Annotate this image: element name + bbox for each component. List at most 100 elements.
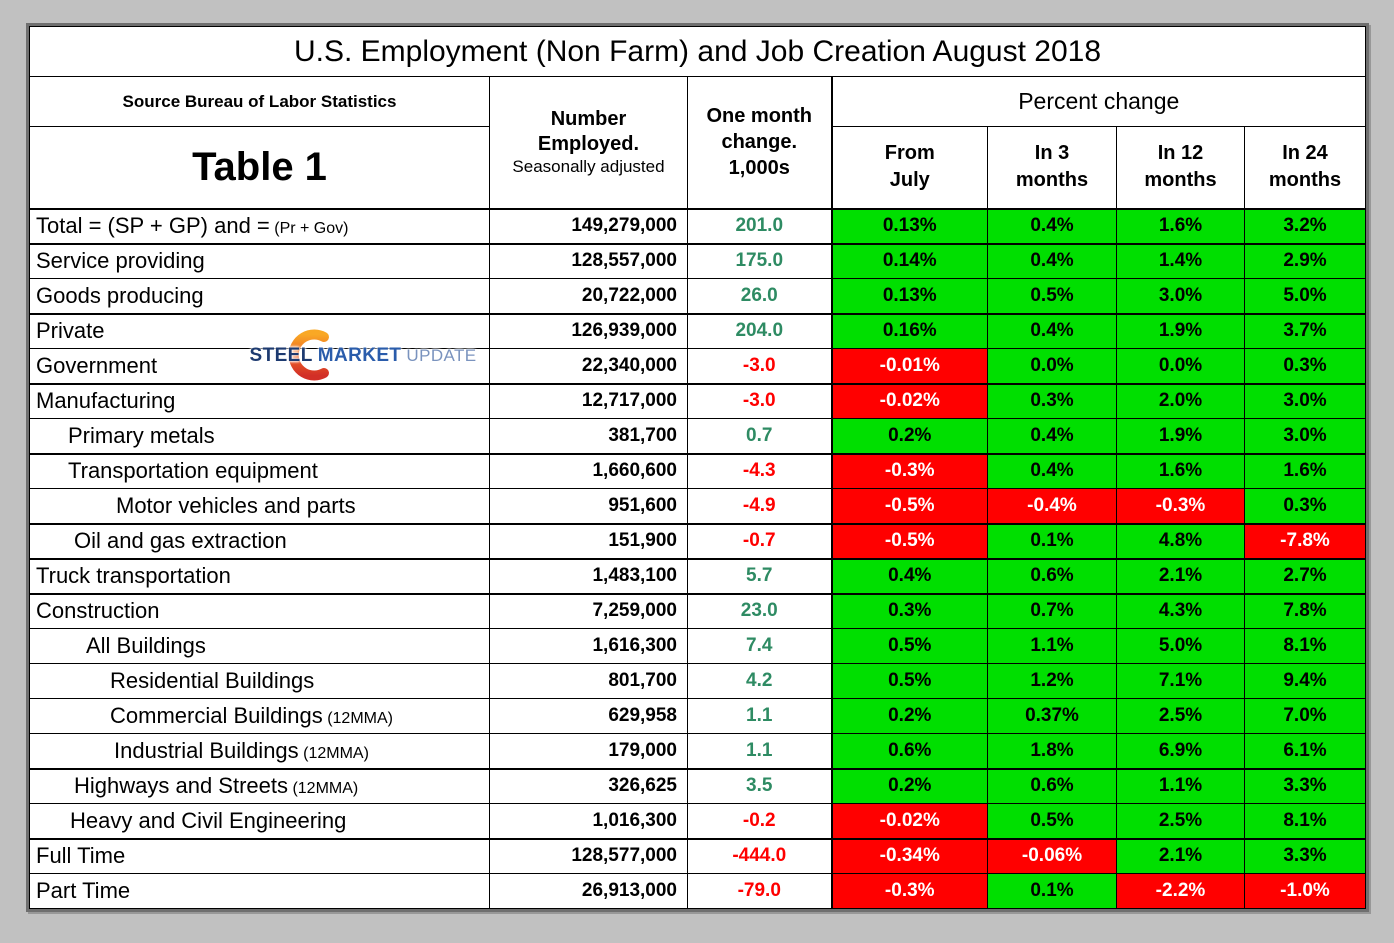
row-label-suffix: (12MMA) [288, 780, 359, 798]
pct-24-months-cell: 1.6% [1244, 452, 1366, 489]
col-header-in-24-months: In 24 months [1244, 126, 1366, 209]
pct-24-months-cell: 3.0% [1244, 418, 1366, 454]
number-employed-cell: 381,700 [489, 418, 688, 454]
pct-12-months-cell: -0.3% [1116, 488, 1245, 524]
pct-24-months-cell: 3.3% [1244, 767, 1366, 804]
pct-12-months-cell: 2.0% [1116, 382, 1245, 419]
one-month-change-cell: -3.0 [687, 382, 832, 419]
pct-3-months-cell: 1.1% [987, 628, 1117, 664]
pct-24-months-cell: 8.1% [1244, 628, 1366, 664]
col-header-percent-change: Percent change [830, 76, 1366, 127]
col-header-in-12-months: In 12 months [1116, 126, 1245, 209]
pct-24-months-cell: 5.0% [1244, 278, 1366, 314]
table-row: Private 126,939,000 204.0 0.16% 0.4% 1.9% 3.7% [29, 312, 1366, 349]
one-month-change-cell: 7.4 [687, 628, 832, 664]
pct-24-months-cell: -7.8% [1244, 522, 1366, 559]
pct-3-months-cell: 0.4% [987, 312, 1117, 349]
pct-from-july-cell: -0.3% [830, 873, 988, 909]
one-month-change-cell: -444.0 [687, 837, 832, 874]
pct-12-months-cell: 1.9% [1116, 312, 1245, 349]
table-row: Part Time 26,913,000 -79.0 -0.3% 0.1% -2.2% -1… [29, 873, 1366, 909]
one-month-change-cell: 0.7 [687, 418, 832, 454]
row-label: Full Time [29, 837, 490, 874]
pct-12-months-cell: 1.9% [1116, 418, 1245, 454]
one-month-change-cell: 4.2 [687, 663, 832, 699]
table-row: Full Time 128,577,000 -444.0 -0.34% -0.06% 2.… [29, 837, 1366, 874]
pct-from-july-cell: -0.5% [830, 488, 988, 524]
one-month-change-cell: 201.0 [687, 207, 832, 244]
one-month-change-cell: -3.0 [687, 348, 832, 384]
number-employed-cell: 126,939,000 [489, 312, 688, 349]
pct-3-months-cell: 0.1% [987, 873, 1117, 909]
pct-12-months-cell: 1.6% [1116, 207, 1245, 244]
pct-3-months-cell: 0.4% [987, 418, 1117, 454]
row-label: Oil and gas extraction [29, 522, 490, 559]
table-row: Commercial Buildings (12MMA) 629,958 1.1 0.… [29, 698, 1366, 734]
row-label: Truck transportation [29, 557, 490, 594]
table-row: Industrial Buildings (12MMA) 179,000 1.1 0.… [29, 733, 1366, 769]
pct-12-months-cell: 0.0% [1116, 348, 1245, 384]
one-month-change-cell: 175.0 [687, 242, 832, 279]
row-label: All Buildings [29, 628, 490, 664]
source-label: Source Bureau of Labor Statistics [29, 76, 490, 127]
number-employed-cell: 151,900 [489, 522, 688, 559]
row-label: Government [29, 348, 490, 384]
row-label: Residential Buildings [29, 663, 490, 699]
one-month-change-cell: -0.7 [687, 522, 832, 559]
one-month-change-cell: 204.0 [687, 312, 832, 349]
pct-3-months-cell: 0.1% [987, 522, 1117, 559]
pct-from-july-cell: 0.5% [830, 628, 988, 664]
number-employed-cell: 1,016,300 [489, 803, 688, 839]
pct-12-months-cell: 4.8% [1116, 522, 1245, 559]
logo-update-text: UPDATE [406, 346, 477, 365]
pct-12-months-cell: 1.6% [1116, 452, 1245, 489]
row-label-suffix: (12MMA) [322, 710, 393, 727]
pct-from-july-cell: -0.34% [830, 837, 988, 874]
row-label: Primary metals [29, 418, 490, 454]
pct-from-july-cell: -0.5% [830, 522, 988, 559]
table-row: Service providing 128,557,000 175.0 0.14% 0.… [29, 242, 1366, 279]
row-label: Manufacturing [29, 382, 490, 419]
col-header-from-july: From July [830, 126, 988, 209]
row-label: Goods producing [29, 278, 490, 314]
table-row: Highways and Streets (12MMA) 326,625 3.5 0.… [29, 767, 1366, 804]
number-employed-cell: 7,259,000 [489, 592, 688, 629]
row-label: Private [29, 312, 490, 349]
col-header-in-3-months: In 3 months [987, 126, 1117, 209]
pct-3-months-cell: 0.4% [987, 452, 1117, 489]
row-label: Heavy and Civil Engineering [29, 803, 490, 839]
table-row: Residential Buildings 801,700 4.2 0.5% 1.2% 7… [29, 663, 1366, 699]
pct-12-months-cell: 2.1% [1116, 837, 1245, 874]
one-month-change-cell: 1.1 [687, 698, 832, 734]
pct-24-months-cell: 0.3% [1244, 488, 1366, 524]
pct-from-july-cell: 0.13% [830, 278, 988, 314]
pct-3-months-cell: 0.37% [987, 698, 1117, 734]
table-body: Total = (SP + GP) and = (Pr + Gov) 149,27… [29, 207, 1366, 909]
pct-24-months-cell: 9.4% [1244, 663, 1366, 699]
pct-from-july-cell: -0.01% [830, 348, 988, 384]
number-employed-cell: 1,660,600 [489, 452, 688, 489]
number-employed-cell: 1,483,100 [489, 557, 688, 594]
pct-from-july-cell: 0.13% [830, 207, 988, 244]
pct-from-july-cell: 0.5% [830, 663, 988, 699]
table-row: Total = (SP + GP) and = (Pr + Gov) 149,27… [29, 207, 1366, 244]
pct-12-months-cell: -2.2% [1116, 873, 1245, 909]
pct-24-months-cell: -1.0% [1244, 873, 1366, 909]
one-month-change-cell: 5.7 [687, 557, 832, 594]
pct-from-july-cell: 0.4% [830, 557, 988, 594]
number-employed-cell: 12,717,000 [489, 382, 688, 419]
col-header-number-employed: Number Employed. Seasonally adjusted [489, 76, 688, 209]
steel-market-update-logo: STEEL MARKET UPDATE [250, 327, 476, 385]
row-label: Total = (SP + GP) and = (Pr + Gov) [29, 207, 490, 244]
pct-12-months-cell: 2.1% [1116, 557, 1245, 594]
pct-3-months-cell: 1.8% [987, 733, 1117, 769]
number-employed-cell: 20,722,000 [489, 278, 688, 314]
pct-from-july-cell: 0.14% [830, 242, 988, 279]
number-employed-cell: 128,577,000 [489, 837, 688, 874]
pct-3-months-cell: -0.4% [987, 488, 1117, 524]
one-month-change-cell: 23.0 [687, 592, 832, 629]
logo-market-text: MARKET [317, 345, 402, 366]
pct-24-months-cell: 3.0% [1244, 382, 1366, 419]
table-row: Oil and gas extraction 151,900 -0.7 -0.5% 0.… [29, 522, 1366, 559]
pct-12-months-cell: 7.1% [1116, 663, 1245, 699]
